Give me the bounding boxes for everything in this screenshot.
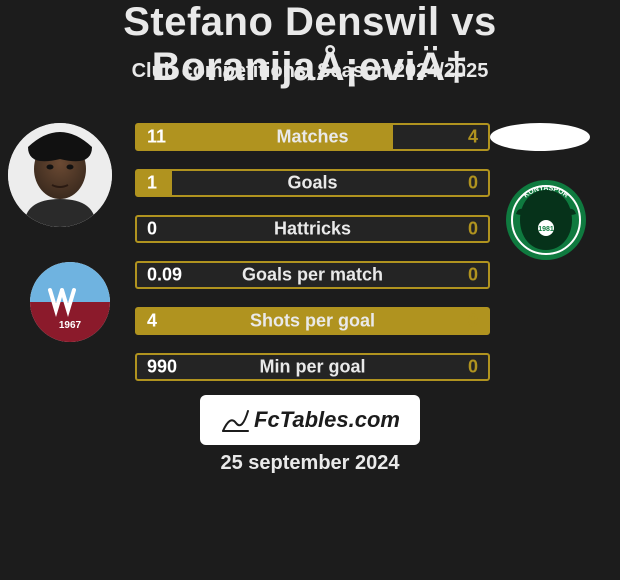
stat-label: Goals per match [137,265,488,286]
stat-label: Goals [137,173,488,194]
stat-bar: 9900Min per goal [135,353,490,381]
stat-bar: 114Matches [135,123,490,151]
player-right-club-badge: 1981 KONYASPOR [500,178,592,262]
stat-bar: 00Hattricks [135,215,490,243]
brand-logo-icon [220,405,250,435]
brand-text: FcTables.com [254,407,400,433]
player-left-photo [8,123,112,227]
date-label: 25 september 2024 [0,452,620,475]
stat-bar: 40Shots per goal [135,307,490,335]
player-right-photo-placeholder [490,123,590,151]
stat-label: Hattricks [137,219,488,240]
stat-label: Matches [137,127,488,148]
svg-text:1967: 1967 [59,320,82,331]
comparison-card: Stefano Denswil vs BoranijaÅ¡eviÄ‡ Club … [0,0,620,580]
player-left-club-badge: 1967 [20,260,120,344]
stat-bars: 114Matches 10Goals 00Hattricks 0.090Goals p… [135,123,490,399]
stat-label: Shots per goal [137,311,488,332]
stat-label: Min per goal [137,357,488,378]
page-subtitle: Club competitions, Season 2024/2025 [0,60,620,83]
brand-badge[interactable]: FcTables.com [200,395,420,445]
svg-text:1981: 1981 [538,226,554,233]
stat-bar: 0.090Goals per match [135,261,490,289]
stat-bar: 10Goals [135,169,490,197]
